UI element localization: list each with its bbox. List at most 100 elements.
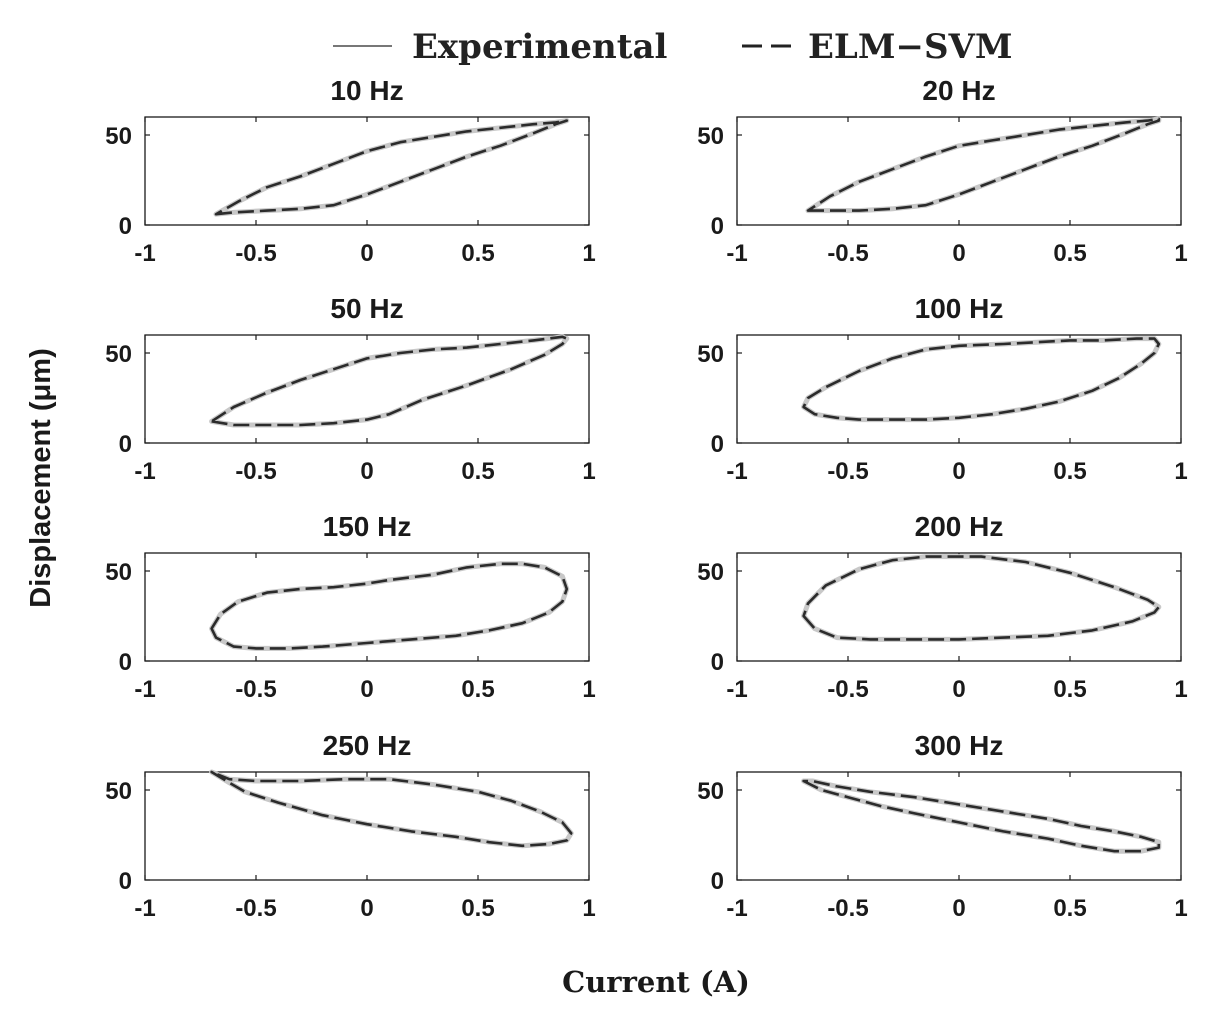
x-tick-label: 0 — [360, 895, 373, 922]
y-tick-label: 0 — [711, 649, 724, 676]
x-tick-label: -1 — [726, 458, 747, 485]
x-tick-label: -1 — [134, 895, 155, 922]
x-tick-label: -1 — [134, 240, 155, 267]
x-tick-label: -0.5 — [235, 895, 276, 922]
x-tick-label: -0.5 — [235, 240, 276, 267]
x-tick-label: -0.5 — [827, 240, 868, 267]
x-tick-label: -0.5 — [827, 895, 868, 922]
x-axis-label: Current (A) — [562, 965, 750, 999]
y-axis-label: Displacement (μm) — [25, 348, 57, 607]
x-tick-label: 0.5 — [461, 895, 494, 922]
y-tick-label: 0 — [711, 213, 724, 240]
x-tick-label: -1 — [726, 895, 747, 922]
elm-svm-curve — [802, 337, 1161, 421]
experimental-curve — [209, 769, 574, 849]
subplot-1: 20 Hz -1 -0.5 0 0.5 1 0 50 — [697, 75, 1187, 267]
x-tick-label: 1 — [582, 676, 595, 703]
legend-elm-svm-label: ELM−SVM — [808, 27, 1013, 67]
subplot-4: 150 Hz -1 -0.5 0 0.5 1 0 50 — [105, 511, 595, 703]
legend-experimental-label: Experimental — [412, 27, 667, 67]
x-tick-label: 1 — [1174, 676, 1187, 703]
x-tick-label: -0.5 — [827, 676, 868, 703]
legend: Experimental ELM−SVM — [333, 27, 1013, 67]
subplot-title: 20 Hz — [922, 75, 995, 106]
x-tick-label: 0 — [360, 458, 373, 485]
subplot-7: 300 Hz -1 -0.5 0 0.5 1 0 50 — [697, 730, 1187, 922]
x-tick-label: 0 — [952, 458, 965, 485]
elm-svm-curve — [210, 770, 573, 848]
elm-svm-curve — [802, 779, 1161, 853]
x-tick-label: 0.5 — [1053, 895, 1086, 922]
plot-frame — [736, 552, 1182, 662]
y-tick-label: 0 — [119, 431, 132, 458]
x-tick-label: -0.5 — [827, 458, 868, 485]
x-tick-label: 1 — [582, 895, 595, 922]
subplot-0: 10 Hz -1 -0.5 0 0.5 1 0 50 — [105, 75, 595, 267]
plot-frame — [736, 334, 1182, 444]
x-tick-label: -0.5 — [235, 676, 276, 703]
x-tick-label: 0.5 — [1053, 240, 1086, 267]
y-tick-label: 50 — [697, 559, 724, 586]
elm-svm-curve — [802, 555, 1161, 641]
y-tick-label: 50 — [697, 341, 724, 368]
plot-frame — [736, 116, 1182, 226]
x-tick-label: -0.5 — [235, 458, 276, 485]
y-tick-label: 50 — [105, 123, 132, 150]
experimental-curve — [213, 118, 570, 217]
subplot-title: 250 Hz — [323, 730, 412, 761]
elm-svm-curve — [214, 119, 569, 216]
y-tick-label: 50 — [697, 123, 724, 150]
subplot-6: 250 Hz -1 -0.5 0 0.5 1 0 50 — [105, 730, 595, 922]
x-tick-label: 0.5 — [1053, 676, 1086, 703]
subplot-5: 200 Hz -1 -0.5 0 0.5 1 0 50 — [697, 511, 1187, 703]
x-tick-label: 0 — [952, 240, 965, 267]
x-tick-label: -1 — [726, 676, 747, 703]
x-tick-label: 1 — [582, 240, 595, 267]
y-tick-label: 0 — [711, 431, 724, 458]
subplot-title: 100 Hz — [915, 293, 1004, 324]
subplot-3: 100 Hz -1 -0.5 0 0.5 1 0 50 — [697, 293, 1187, 485]
x-tick-label: 0 — [952, 676, 965, 703]
experimental-curve — [801, 336, 1162, 423]
plot-frame — [144, 116, 590, 226]
subplot-title: 10 Hz — [330, 75, 403, 106]
x-tick-label: 1 — [1174, 458, 1187, 485]
y-tick-label: 0 — [119, 213, 132, 240]
elm-svm-curve — [806, 117, 1161, 212]
x-tick-label: 0.5 — [461, 240, 494, 267]
x-tick-label: 1 — [1174, 240, 1187, 267]
subplot-title: 200 Hz — [915, 511, 1004, 542]
x-tick-label: -1 — [134, 458, 155, 485]
x-tick-label: 0 — [360, 240, 373, 267]
y-tick-label: 50 — [697, 778, 724, 805]
x-tick-label: 0 — [360, 676, 373, 703]
y-tick-label: 0 — [711, 868, 724, 895]
y-tick-label: 50 — [105, 778, 132, 805]
elm-svm-curve — [210, 562, 569, 650]
y-tick-label: 0 — [119, 868, 132, 895]
experimental-curve — [209, 334, 570, 428]
subplot-title: 300 Hz — [915, 730, 1004, 761]
subplot-title: 50 Hz — [330, 293, 403, 324]
subplot-title: 150 Hz — [323, 511, 412, 542]
plot-frame — [736, 771, 1182, 881]
x-tick-label: 1 — [1174, 895, 1187, 922]
x-tick-label: -1 — [134, 676, 155, 703]
experimental-curve — [209, 561, 570, 651]
subplot-2: 50 Hz -1 -0.5 0 0.5 1 0 50 — [105, 293, 595, 485]
x-tick-label: 0 — [952, 895, 965, 922]
x-tick-label: 0.5 — [1053, 458, 1086, 485]
experimental-curve — [805, 116, 1162, 214]
y-tick-label: 50 — [105, 559, 132, 586]
experimental-curve — [801, 778, 1162, 854]
x-tick-label: 1 — [582, 458, 595, 485]
y-tick-label: 0 — [119, 649, 132, 676]
x-tick-label: -1 — [726, 240, 747, 267]
y-tick-label: 50 — [105, 341, 132, 368]
x-tick-label: 0.5 — [461, 458, 494, 485]
plot-frame — [144, 334, 590, 444]
x-tick-label: 0.5 — [461, 676, 494, 703]
elm-svm-curve — [210, 335, 569, 427]
